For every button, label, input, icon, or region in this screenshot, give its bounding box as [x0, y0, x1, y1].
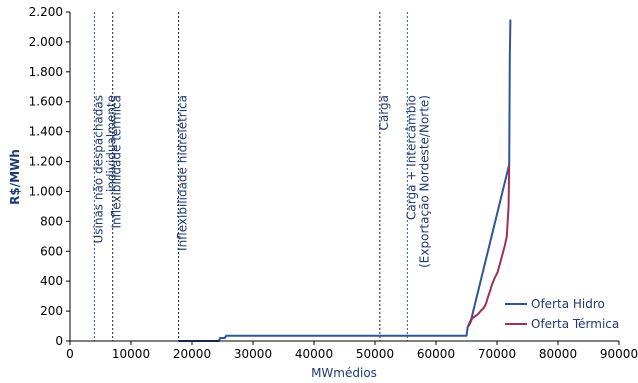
- x-tick-label: 70000: [478, 347, 516, 361]
- y-tick-label: 1.600: [29, 95, 63, 109]
- legend-label: Oferta Hidro: [531, 297, 605, 311]
- reference-line-label: Usinas não despachadas: [91, 95, 105, 244]
- legend: Oferta Hidro Oferta Térmica: [505, 297, 619, 331]
- y-tick-label: 1.400: [29, 125, 63, 139]
- reference-line-label: individualmente: [104, 95, 118, 192]
- y-tick-label: 2.200: [29, 5, 63, 19]
- reference-line-label: Inflexibilidade hidrelétrica: [176, 95, 190, 251]
- x-tick-label: 90000: [600, 347, 638, 361]
- y-tick-label: 1.200: [29, 155, 63, 169]
- x-tick-label: 10000: [112, 347, 150, 361]
- y-tick-label: 0: [55, 334, 63, 348]
- x-tick-label: 30000: [234, 347, 272, 361]
- reference-line-label: Carga: [377, 95, 391, 130]
- y-tick-label: 200: [40, 304, 63, 318]
- series-line: [466, 164, 511, 328]
- y-tick-label: 1.000: [29, 184, 63, 198]
- reference-line-label: (Exportação Nordeste/Norte): [417, 95, 431, 268]
- legend-label: Oferta Térmica: [531, 317, 619, 331]
- y-tick-label: 800: [40, 214, 63, 228]
- x-tick-label: 60000: [417, 347, 455, 361]
- x-axis-ticks: 0 10000 20000 30000 40000 50000 60000 70000 8000…: [66, 341, 638, 361]
- y-tick-label: 600: [40, 244, 63, 258]
- reference-line-label: Carga + Intercâmbio: [404, 95, 418, 220]
- x-tick-label: 40000: [295, 347, 333, 361]
- x-axis-title: MWmédios: [311, 366, 377, 380]
- x-tick-label: 0: [66, 347, 74, 361]
- reference-line-label: Inflexibilidade térmica: [110, 95, 124, 229]
- x-tick-label: 20000: [173, 347, 211, 361]
- y-axis-title: R$/MWh: [8, 149, 22, 205]
- y-axis-ticks: 0 200 400 600 800 1.000 1.200 1.400 1.600 1.800 2.…: [29, 5, 70, 348]
- y-tick-label: 400: [40, 274, 63, 288]
- x-tick-label: 80000: [539, 347, 577, 361]
- reference-lines: Usinas não despachadas individualmenteInf…: [91, 12, 431, 341]
- series-lines: [178, 19, 512, 342]
- series-line: [178, 19, 512, 342]
- y-tick-label: 1.800: [29, 65, 63, 79]
- y-tick-label: 2.000: [29, 35, 63, 49]
- x-tick-label: 50000: [356, 347, 394, 361]
